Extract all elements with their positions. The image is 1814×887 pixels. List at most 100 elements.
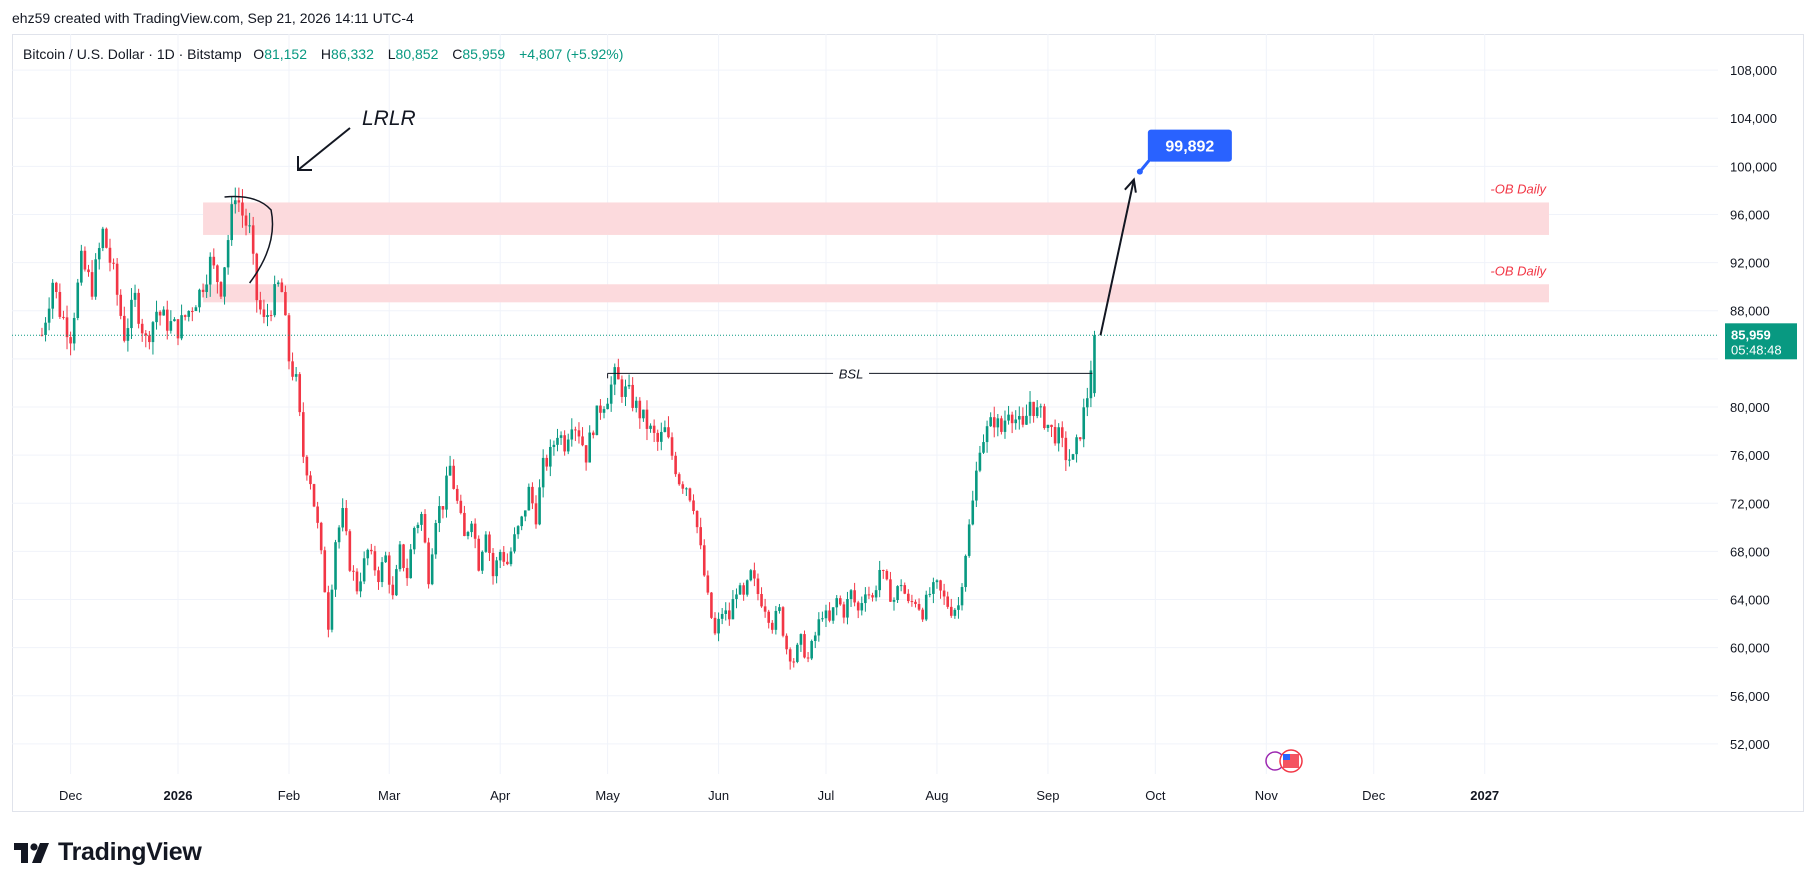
candle xyxy=(523,510,527,522)
candle xyxy=(778,603,781,614)
candle-body xyxy=(488,534,491,553)
candle-body xyxy=(169,321,173,331)
candle xyxy=(949,598,953,618)
candle xyxy=(427,537,430,589)
candle xyxy=(699,517,702,550)
candle xyxy=(233,187,237,214)
candle-body xyxy=(856,602,860,611)
candle-body xyxy=(144,333,148,336)
candle-body xyxy=(409,549,412,579)
candle xyxy=(280,278,284,293)
candle-body xyxy=(373,551,377,571)
candle xyxy=(302,402,305,464)
candle xyxy=(402,543,405,572)
candle xyxy=(796,642,799,664)
candle-body xyxy=(441,506,445,510)
candle-body xyxy=(269,315,273,317)
candle-body xyxy=(967,524,971,556)
us-flag-canton xyxy=(1283,754,1290,760)
candle xyxy=(144,330,148,348)
candle xyxy=(889,571,892,603)
candle xyxy=(488,531,491,561)
candle-body xyxy=(624,386,627,397)
candle xyxy=(566,433,570,455)
candle xyxy=(348,529,352,573)
candle-body xyxy=(94,259,97,297)
candle-body xyxy=(319,522,323,551)
candle-body xyxy=(391,584,395,596)
candle xyxy=(148,330,151,350)
candle-body xyxy=(964,555,967,588)
candle xyxy=(262,299,266,324)
candle-body xyxy=(1082,407,1086,440)
tradingview-logo[interactable]: TradingView xyxy=(14,838,202,867)
candle xyxy=(1057,423,1060,452)
candle xyxy=(101,226,105,252)
candle-body xyxy=(720,613,724,619)
candle xyxy=(989,412,992,427)
candle xyxy=(749,568,753,582)
candle xyxy=(291,352,294,381)
tradingview-brand: TradingView xyxy=(58,838,202,866)
high-key: H xyxy=(320,46,332,62)
time-axis-label: Jun xyxy=(708,788,729,803)
candle-body xyxy=(223,267,226,297)
candle xyxy=(967,519,971,558)
candle-body xyxy=(484,534,488,552)
symbol-name: Bitcoin / U.S. Dollar · 1D · Bitstamp xyxy=(23,46,242,62)
candle-body xyxy=(1028,401,1032,416)
candle xyxy=(556,428,559,452)
grid-lines xyxy=(12,34,1718,774)
candle xyxy=(728,602,731,626)
candle-body xyxy=(119,294,123,316)
candle-body xyxy=(992,417,996,428)
candle xyxy=(864,587,867,612)
candle xyxy=(208,252,212,297)
price-axis-label: 92,000 xyxy=(1730,256,1770,271)
candle-body xyxy=(402,544,405,568)
candle xyxy=(54,281,58,299)
candle-body xyxy=(262,309,266,318)
candle-body xyxy=(83,250,87,270)
candle xyxy=(158,310,162,326)
candle-body xyxy=(455,488,459,501)
candle-body xyxy=(545,457,549,467)
candle-body xyxy=(312,484,316,507)
candle-body xyxy=(1050,424,1053,428)
candle-body xyxy=(591,432,595,436)
candle xyxy=(792,658,796,668)
candle xyxy=(591,430,595,439)
candle-body xyxy=(556,437,559,445)
candle-body xyxy=(40,334,44,336)
candle-body xyxy=(631,384,634,408)
candle xyxy=(763,598,767,618)
candle xyxy=(455,485,459,504)
candle-body xyxy=(835,598,839,608)
candle-body xyxy=(298,374,302,413)
ob-zone-label: -OB Daily xyxy=(1490,181,1547,196)
candle-body xyxy=(187,311,191,317)
candle xyxy=(942,583,946,605)
candle xyxy=(276,280,280,287)
candle xyxy=(545,454,549,471)
candle-body xyxy=(753,570,756,579)
candle-body xyxy=(924,594,928,620)
candle xyxy=(602,406,606,419)
candle xyxy=(481,550,484,574)
candle xyxy=(405,558,409,586)
candle-body xyxy=(219,282,223,297)
candle-body xyxy=(756,578,760,595)
candle xyxy=(631,377,634,412)
candle xyxy=(756,573,760,601)
candle xyxy=(305,455,309,481)
candle xyxy=(416,522,420,534)
candle xyxy=(799,633,803,652)
candle xyxy=(910,594,914,607)
candle xyxy=(534,495,538,529)
candle-body xyxy=(899,585,903,587)
candle xyxy=(198,288,201,313)
candle-body xyxy=(1010,414,1014,424)
candle-body xyxy=(384,555,387,563)
candle xyxy=(370,543,373,555)
